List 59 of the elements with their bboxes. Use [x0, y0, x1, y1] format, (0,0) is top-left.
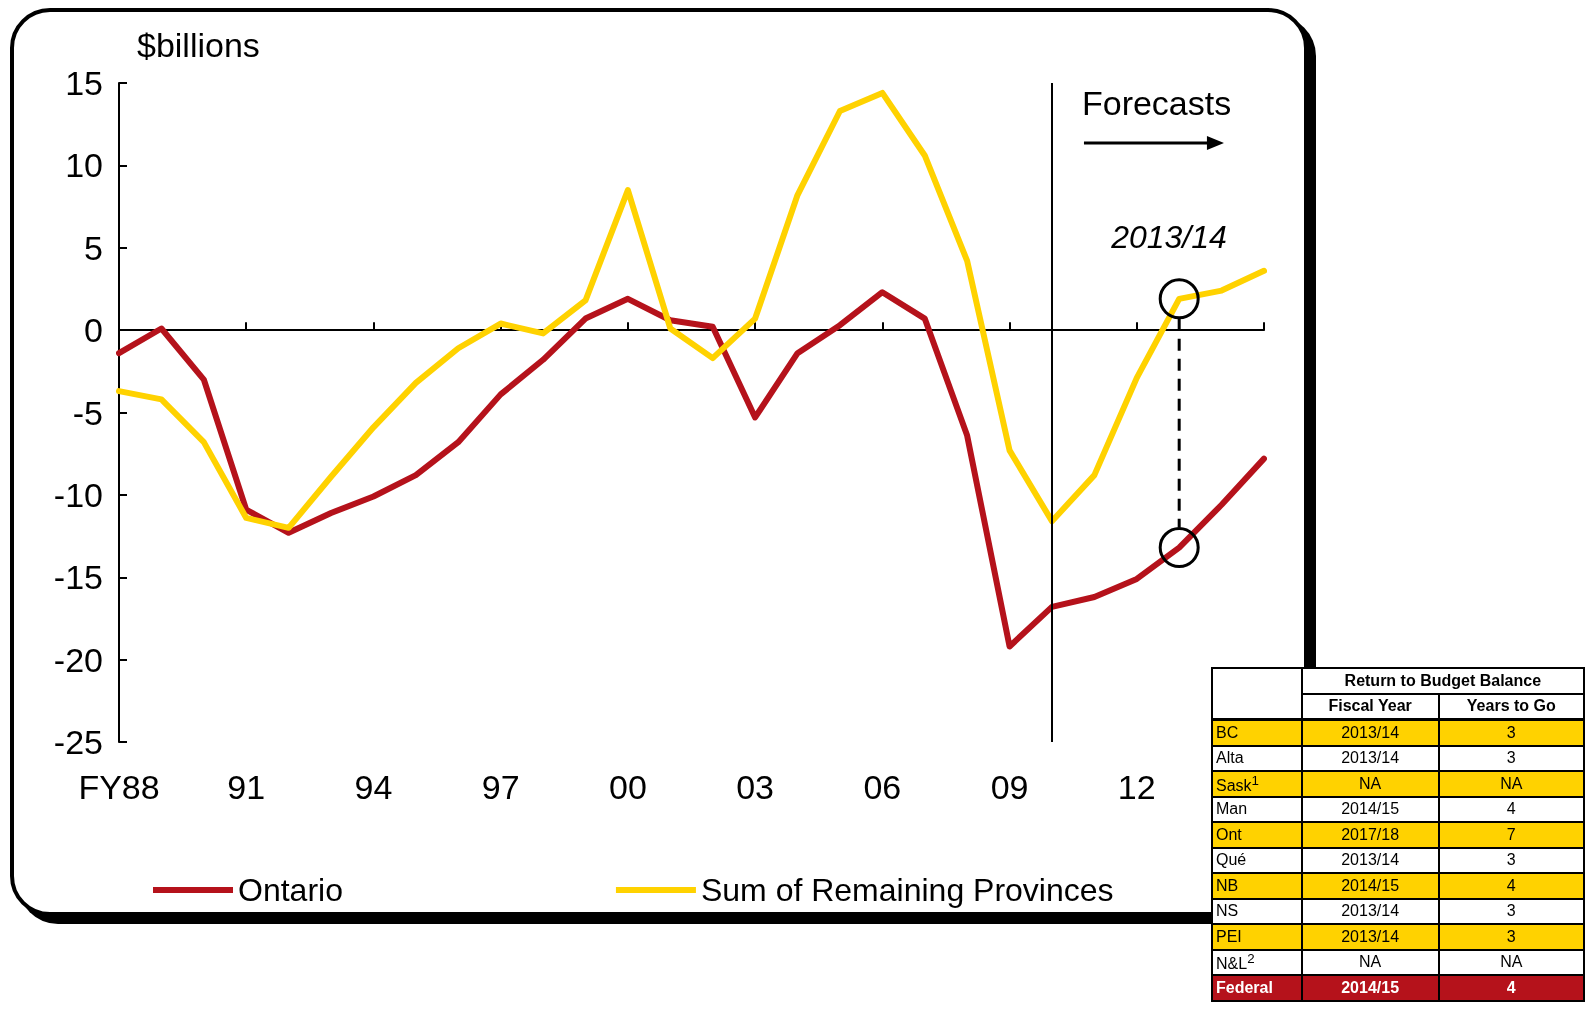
y-tick-label: -10 [53, 475, 103, 514]
x-tick-label: 00 [608, 768, 647, 806]
annotation: 2013/14 [1111, 218, 1227, 256]
text: 7 [1506, 825, 1516, 843]
category-label: Qué [1216, 851, 1247, 869]
text: Return to Budget Balance [1301, 668, 1584, 694]
y-axis-title: $billions [137, 26, 260, 65]
text: 3 [1506, 851, 1516, 869]
y-tick-label: 10 [65, 146, 103, 185]
text: 2014/15 [1341, 978, 1400, 996]
text: 4 [1506, 876, 1516, 894]
y-tick-label: -15 [53, 558, 103, 597]
text: 4 [1506, 800, 1516, 818]
x-tick-label: 91 [227, 768, 266, 806]
y-tick-label: 0 [84, 311, 103, 350]
y-tick-label: -20 [53, 640, 103, 679]
category-label: Federal [1216, 978, 1273, 996]
text: NA [1359, 953, 1382, 971]
text: 2013/14 [1341, 749, 1400, 767]
text: 3 [1506, 723, 1516, 741]
text: NA [1500, 953, 1523, 971]
text: 2017/18 [1341, 825, 1400, 843]
category-label: NS [1216, 902, 1239, 920]
category-label: Ont [1216, 825, 1242, 843]
text: 2013/14 [1341, 927, 1400, 945]
text: 2013/14 [1341, 851, 1400, 869]
x-tick-label: FY88 [78, 768, 160, 806]
category-label: BC [1216, 723, 1239, 741]
y-tick-label: 5 [84, 228, 103, 267]
text: NA [1359, 774, 1382, 792]
category-label: NB [1216, 876, 1239, 894]
legend-label: Ontario [238, 872, 343, 908]
text: 2013/14 [1341, 723, 1400, 741]
x-tick-label: 12 [1117, 768, 1156, 806]
y-tick-label: -5 [72, 393, 103, 432]
category-label: Man [1216, 800, 1248, 818]
legend-label: Sum of Remaining Provinces [700, 872, 1114, 908]
category-label: Fiscal Year [1301, 693, 1439, 720]
annotation: Forecasts [1081, 84, 1232, 123]
category-label: PEI [1216, 927, 1242, 945]
text: 3 [1506, 749, 1516, 767]
text: 3 [1506, 902, 1516, 920]
x-tick-label: 94 [354, 768, 393, 806]
category-label: Sask$^{1}$ [1216, 772, 1259, 794]
text: 4 [1506, 978, 1516, 996]
y-tick-label: 15 [65, 64, 103, 102]
text: 2014/15 [1341, 800, 1400, 818]
x-tick-label: 09 [990, 768, 1029, 806]
category-label: Alta [1216, 749, 1244, 767]
x-tick-label: 03 [736, 768, 775, 806]
text: 2013/14 [1341, 902, 1400, 920]
x-tick-label: 06 [863, 768, 902, 806]
x-tick-label: 97 [481, 768, 520, 806]
text: 3 [1506, 927, 1516, 945]
text: NA [1500, 774, 1523, 792]
category-label: N&L$^{2}$ [1216, 951, 1255, 973]
text: 2014/15 [1341, 876, 1400, 894]
y-tick-label: -25 [53, 723, 103, 761]
category-label: Years to Go [1438, 693, 1584, 720]
